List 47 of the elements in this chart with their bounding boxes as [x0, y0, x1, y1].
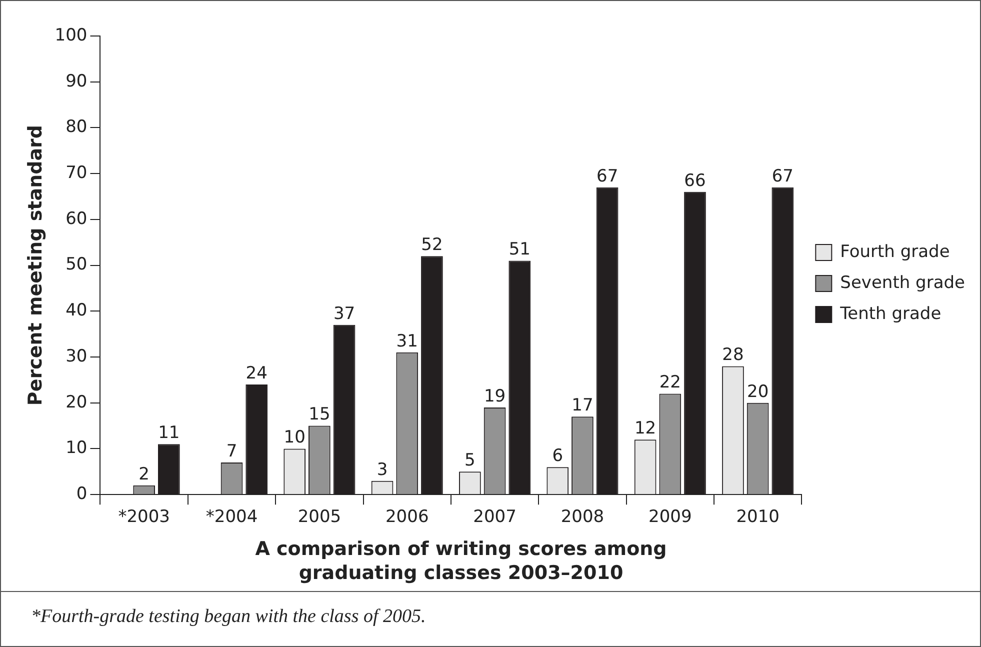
data-label: 67	[596, 166, 618, 186]
data-label: 2	[138, 464, 150, 484]
y-tick-label: 90	[66, 71, 88, 92]
data-label: 10	[284, 428, 306, 448]
y-tick-label: 100	[54, 25, 88, 46]
y-tick-label: 10	[66, 438, 88, 458]
data-label: 51	[508, 240, 530, 260]
x-tick-label: 2010	[736, 507, 780, 528]
data-label: 11	[158, 423, 180, 444]
data-label: 3	[376, 460, 388, 480]
data-label: 6	[552, 446, 564, 466]
x-tick-label: 2005	[298, 507, 342, 528]
data-label: 22	[659, 372, 681, 393]
y-axis-title: Percent meeting standard	[24, 125, 46, 406]
data-label: 37	[333, 304, 356, 324]
y-tick-label: 60	[66, 208, 88, 229]
data-label: 5	[464, 450, 476, 471]
y-tick-label: 0	[76, 484, 88, 504]
y-tick-label: 40	[66, 300, 88, 321]
data-label: 31	[396, 331, 418, 352]
data-label: 15	[308, 404, 330, 425]
y-tick-label: 30	[66, 346, 88, 366]
y-tick-label: 80	[66, 117, 88, 138]
x-tick-label: 2007	[473, 507, 516, 528]
data-label: 20	[747, 382, 769, 402]
data-label: 67	[772, 166, 794, 186]
legend-label: Tenth grade	[839, 304, 942, 324]
y-tick-label: 50	[66, 254, 88, 275]
x-tick-label: *2004	[206, 507, 258, 528]
data-label: 28	[722, 345, 744, 366]
y-tick-label: 70	[66, 163, 88, 183]
data-label: 12	[634, 418, 656, 438]
text: *Fourth-grade testing began with the class of 2005.	[31, 606, 426, 628]
x-axis-title: A comparison of writing scores among graduating classes 2003–2010	[254, 537, 668, 585]
data-label: 17	[572, 396, 594, 416]
x-tick-label: 2009	[648, 507, 692, 528]
y-tick-label: 20	[66, 392, 88, 412]
x-tick-label: 2008	[560, 507, 604, 528]
legend-label: Seventh grade	[840, 272, 966, 293]
x-tick-label: *2003	[118, 507, 170, 528]
data-label: 52	[421, 235, 443, 256]
data-label: 7	[226, 441, 238, 462]
data-label: 24	[246, 363, 268, 384]
data-label: 66	[684, 170, 706, 191]
legend-label: Fourth grade	[840, 242, 950, 262]
data-label: 19	[484, 386, 506, 406]
x-tick-label: 2006	[385, 507, 429, 528]
